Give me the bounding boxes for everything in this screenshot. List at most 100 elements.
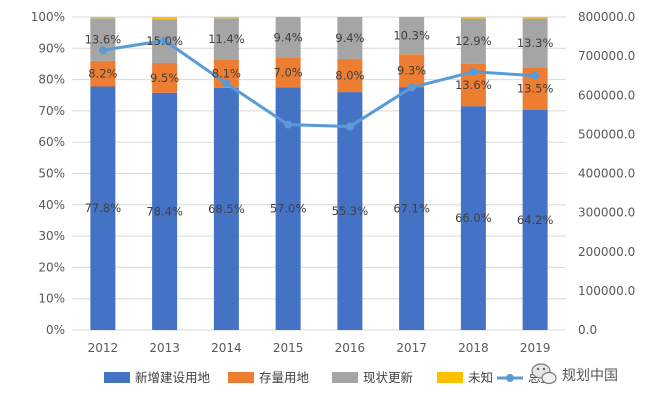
x-tick-label: 2013: [149, 341, 180, 355]
bar-segment: [522, 18, 548, 68]
x-tick-label: 2014: [211, 341, 242, 355]
bar-segment: [460, 106, 486, 330]
data-label: 68.5%: [208, 202, 245, 216]
bar-segment: [213, 17, 239, 19]
x-tick-label: 2016: [335, 341, 366, 355]
data-labels: 77.8% 78.4% 68.5% 57.0% 55.3% 67.1% 66.0% 64.2%…: [85, 29, 554, 227]
y-right-tick-label: 300000.0: [578, 206, 635, 220]
legend: 新增建设用地存量用地现状更新未知总量: [104, 370, 553, 385]
gridlines: [72, 16, 566, 331]
total-point: [160, 36, 169, 45]
bar-segment: [522, 109, 548, 330]
data-label: 8.0%: [335, 69, 364, 83]
bar-segment: [90, 86, 116, 331]
bar-segment: [337, 17, 363, 59]
y-right-tick-label: 400000.0: [578, 167, 635, 181]
y-left-tick-label: 100%: [31, 10, 65, 24]
bar-segment: [399, 17, 425, 55]
legend-swatch: [228, 372, 254, 383]
data-label: 67.1%: [393, 202, 430, 216]
legend-swatch: [332, 372, 358, 383]
legend-swatch: [104, 372, 130, 383]
data-label: 11.4%: [208, 32, 245, 46]
total-point: [469, 67, 478, 76]
total-point: [407, 83, 416, 92]
y-left-tick-label: 10%: [38, 292, 65, 306]
y-right-tick-label: 500000.0: [578, 127, 635, 141]
data-label: 15.0%: [146, 34, 183, 48]
bar-segment: [399, 54, 425, 88]
data-label: 9.5%: [150, 71, 179, 85]
x-tick-label: 2012: [88, 341, 119, 355]
bar-segment: [90, 60, 116, 87]
data-label: 9.4%: [335, 31, 364, 45]
data-label: 13.6%: [455, 78, 492, 92]
legend-swatch: [437, 372, 463, 383]
data-label: 64.2%: [517, 213, 554, 227]
data-label: 9.3%: [397, 64, 426, 78]
y-right-tick-label: 0.0: [578, 323, 597, 337]
y-left-tick-label: 40%: [38, 198, 65, 212]
legend-label: 现状更新: [363, 370, 413, 385]
legend-label: 存量用地: [259, 370, 310, 385]
data-label: 8.2%: [88, 67, 117, 81]
data-label: 13.3%: [517, 36, 554, 50]
data-label: 66.0%: [455, 211, 492, 225]
y-right-tick-label: 100000.0: [578, 284, 635, 298]
data-label: 13.6%: [85, 33, 122, 47]
data-label: 77.8%: [85, 201, 122, 215]
bar-segment: [213, 18, 239, 60]
x-tick-label: 2018: [458, 341, 489, 355]
total-point: [98, 46, 107, 55]
bar-segment: [275, 58, 301, 88]
bar-segment: [522, 17, 548, 19]
bar-segment: [152, 63, 178, 93]
data-label: 10.3%: [393, 29, 430, 43]
watermark-text: 规划中国: [562, 368, 618, 384]
data-label: 9.4%: [274, 31, 303, 45]
y-right-tick-label: 800000.0: [578, 10, 635, 24]
bar-segment: [337, 92, 363, 331]
x-tick-label: 2015: [273, 341, 304, 355]
y-left-tick-label: 70%: [38, 104, 65, 118]
total-line: [98, 36, 540, 131]
y-left-tick-label: 90%: [38, 41, 65, 55]
watermark: 规划中国: [531, 363, 618, 385]
data-label: 12.9%: [455, 34, 492, 48]
bar-segment: [152, 92, 178, 330]
y-left-tick-label: 0%: [46, 323, 65, 337]
data-label: 8.1%: [212, 66, 241, 80]
total-point: [345, 122, 354, 131]
total-point: [531, 71, 540, 80]
y-left-tick-label: 60%: [38, 135, 65, 149]
total-point: [284, 120, 293, 129]
x-tick-label: 2017: [396, 341, 427, 355]
legend-label: 未知: [468, 370, 493, 385]
data-label: 78.4%: [146, 204, 183, 218]
y-left-tick-label: 20%: [38, 260, 65, 274]
bar-segment: [213, 87, 239, 330]
legend-label: 新增建设用地: [135, 370, 211, 385]
legend-line-marker: [506, 374, 514, 382]
data-label: 13.5%: [517, 82, 554, 96]
total-line-path: [102, 38, 536, 129]
y-left-tick-label: 30%: [38, 229, 65, 243]
bar-segment: [460, 18, 486, 64]
y-left-tick-label: 80%: [38, 73, 65, 87]
y-right-tick-label: 700000.0: [578, 49, 635, 63]
y-right-tick-label: 600000.0: [578, 88, 635, 102]
bar-segment: [337, 58, 363, 93]
bar-segment: [399, 87, 425, 330]
y-left-tick-label: 50%: [38, 167, 65, 181]
bar-segment: [152, 17, 178, 20]
data-label: 7.0%: [274, 66, 303, 80]
bar-segment: [275, 17, 301, 59]
data-label: 57.0%: [270, 202, 307, 216]
bar-segment: [460, 17, 486, 19]
bar-segment: [90, 17, 116, 19]
data-label: 55.3%: [332, 204, 369, 218]
bars: [90, 17, 548, 331]
total-point: [222, 79, 231, 88]
axes: 0% 10% 20% 30% 40% 50% 60% 70% 80% 90% 100% 0.0 1000…: [31, 10, 636, 355]
